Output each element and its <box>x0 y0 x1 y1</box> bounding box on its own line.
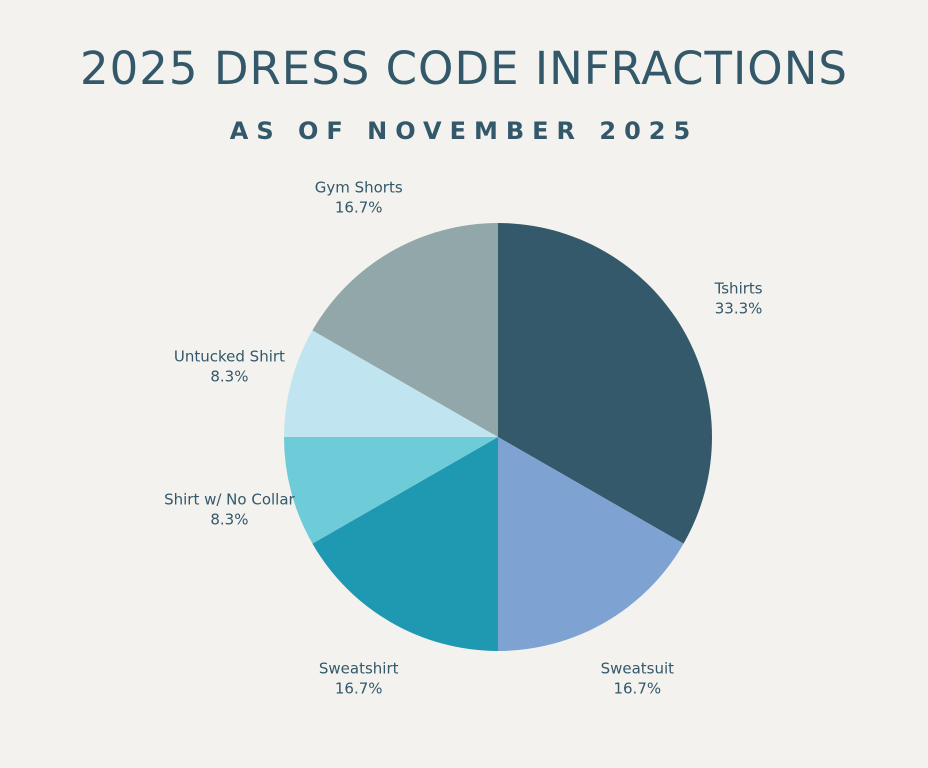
pie-slices <box>284 223 712 651</box>
slice-value-sweatshirt: 16.7% <box>335 680 383 698</box>
pie-slice-sweatsuit <box>498 437 684 651</box>
chart-title: 2025 DRESS CODE INFRACTIONS <box>80 42 848 95</box>
slice-label-sweatsuit: Sweatsuit <box>601 660 675 678</box>
slice-label-sweatshirt: Sweatshirt <box>319 660 399 678</box>
slice-label-gym-shorts: Gym Shorts <box>315 178 403 196</box>
slice-label-shirt-w-no-collar: Shirt w/ No Collar <box>164 491 295 509</box>
pie-slice-shirt-w-no-collar <box>284 437 498 544</box>
pie-slice-untucked-shirt <box>284 330 498 437</box>
chart-subtitle: AS OF NOVEMBER 2025 <box>229 117 699 145</box>
slice-value-gym-shorts: 16.7% <box>335 198 383 216</box>
slice-value-sweatsuit: 16.7% <box>613 680 661 698</box>
pie-slice-sweatshirt <box>312 437 498 651</box>
slice-value-shirt-w-no-collar: 8.3% <box>210 511 248 529</box>
pie-labels: Tshirts 33.3% Sweatsuit 16.7% Sweatshirt 16.7… <box>164 178 763 697</box>
pie-slice-gym-shorts <box>312 223 498 437</box>
slice-label-untucked-shirt: Untucked Shirt <box>174 347 285 365</box>
slice-value-untucked-shirt: 8.3% <box>210 367 248 385</box>
pie-slice-tshirts <box>498 223 712 544</box>
slice-value-tshirts: 33.3% <box>715 300 763 318</box>
slice-label-tshirts: Tshirts <box>714 280 763 298</box>
